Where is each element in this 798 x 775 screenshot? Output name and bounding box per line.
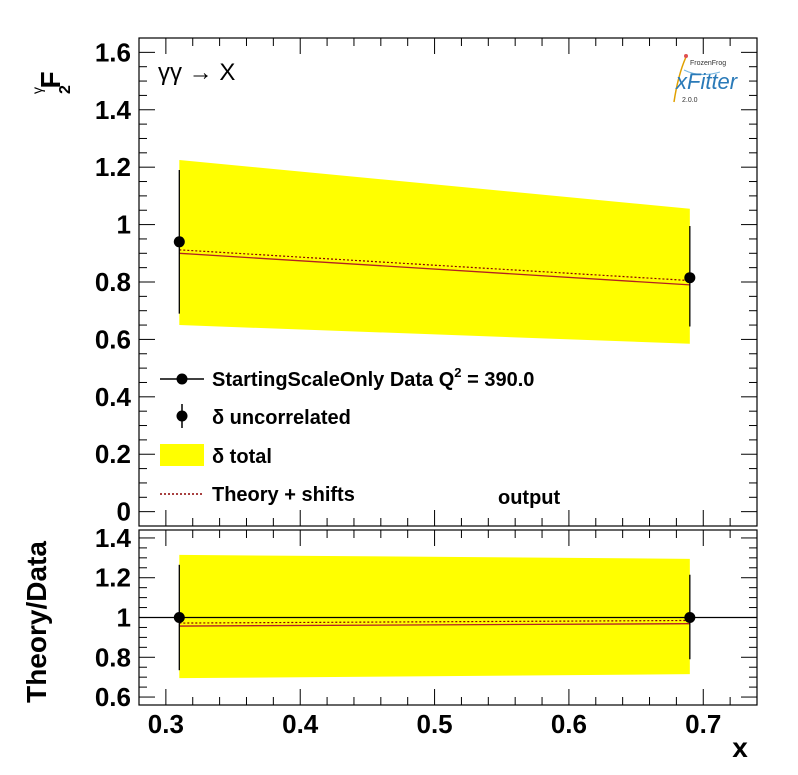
main-data-points bbox=[173, 170, 696, 327]
x-tick-label: 0.6 bbox=[551, 709, 587, 739]
x-tick-label: 0.4 bbox=[282, 709, 319, 739]
data-point bbox=[684, 272, 696, 284]
x-tick-label: 0.3 bbox=[148, 709, 184, 739]
data-point bbox=[684, 612, 696, 623]
main-y-axis-title: F 2 γ bbox=[29, 71, 74, 94]
ratio-y-axis-title: Theory/Data bbox=[21, 541, 52, 703]
theory-shifts-line bbox=[179, 619, 690, 624]
x-tick-label: 0.5 bbox=[416, 709, 452, 739]
y-tick-label: 1.2 bbox=[95, 152, 131, 182]
y-tick-label: 0.6 bbox=[95, 682, 131, 712]
legend-entry-theory-shifts: Theory + shifts bbox=[160, 484, 355, 506]
theory-line bbox=[179, 252, 690, 286]
legend-header-tail: = 390.0 bbox=[462, 369, 535, 391]
legend-entry-data: StartingScaleOnly Data Q2 = 390.0 bbox=[160, 365, 534, 391]
y-tick-label: 1.4 bbox=[95, 95, 132, 125]
legend-header-sup: 2 bbox=[454, 365, 461, 380]
legend-total-label: δ total bbox=[212, 446, 272, 468]
y-tick-label: 0.8 bbox=[95, 267, 131, 297]
main-total-band bbox=[179, 160, 690, 344]
ratio-total-band bbox=[179, 554, 690, 679]
ratio-theory-lines bbox=[139, 616, 757, 627]
legend: StartingScaleOnly Data Q2 = 390.0 δ unco… bbox=[160, 365, 561, 509]
legend-uncorrelated-label: δ uncorrelated bbox=[212, 407, 351, 429]
ratio-plot-frame bbox=[138, 529, 758, 706]
legend-entry-uncorrelated: δ uncorrelated bbox=[176, 404, 351, 429]
main-y-axis: 0 0.2 0.4 0.6 0.8 1 1.2 1.4 1.6 bbox=[95, 37, 757, 527]
x-axis: 0.3 0.4 0.5 0.6 0.7 bbox=[148, 38, 758, 739]
y-tick-label: 0.8 bbox=[95, 642, 131, 672]
y-tick-label: 0.4 bbox=[95, 382, 132, 412]
logo-top-text: FrozenFrog bbox=[690, 60, 726, 67]
y-tick-label: 0 bbox=[117, 497, 131, 527]
ratio-data-points bbox=[173, 564, 696, 671]
svg-text:StartingScaleOnly Data Q2 = 3: StartingScaleOnly Data Q2 = 390.0 bbox=[212, 365, 534, 391]
legend-entry-total: δ total bbox=[160, 444, 272, 468]
x-axis-title: x bbox=[732, 732, 748, 763]
legend-header-text: StartingScaleOnly Data Q bbox=[212, 369, 454, 391]
ylabel-sub-text: 2 bbox=[57, 85, 74, 94]
y-tick-label: 1 bbox=[117, 603, 131, 633]
y-tick-label: 0.6 bbox=[95, 324, 131, 354]
theory-line bbox=[179, 623, 690, 627]
xfitter-logo: FrozenFrog xFitter 2.0.0 bbox=[673, 54, 739, 104]
y-tick-label: 0.2 bbox=[95, 439, 131, 469]
main-theory-lines bbox=[179, 249, 690, 286]
theory-shifts-line bbox=[179, 249, 690, 282]
x-tick-label: 0.7 bbox=[685, 709, 721, 739]
legend-theory-shifts-label: Theory + shifts bbox=[212, 484, 355, 506]
process-annotation: γγ → X bbox=[158, 59, 235, 86]
main-plot-frame bbox=[138, 37, 758, 527]
data-point bbox=[173, 236, 185, 248]
ylabel-sup-text: γ bbox=[29, 87, 45, 94]
y-tick-label: 1.2 bbox=[95, 563, 131, 593]
y-tick-label: 1.6 bbox=[95, 37, 131, 67]
ratio-y-axis: 0.6 0.8 1 1.2 1.4 bbox=[95, 523, 757, 712]
total-uncertainty-band bbox=[179, 554, 690, 679]
logo-main-text: xFitter bbox=[675, 69, 739, 94]
y-tick-label: 1.4 bbox=[95, 523, 132, 553]
y-tick-label: 1 bbox=[117, 210, 131, 240]
logo-version-text: 2.0.0 bbox=[682, 97, 698, 104]
output-label: output bbox=[498, 487, 561, 509]
total-uncertainty-band bbox=[179, 160, 690, 344]
data-point bbox=[173, 612, 185, 623]
ylabel-main-text: F bbox=[35, 71, 66, 88]
